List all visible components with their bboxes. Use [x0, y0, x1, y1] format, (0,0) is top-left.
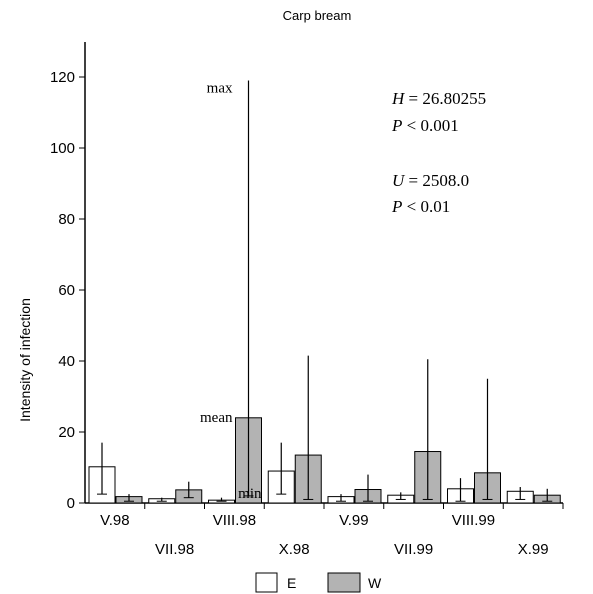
stat-p1: P < 0.001	[391, 116, 459, 135]
stats-block: H = 26.80255 P < 0.001 U = 2508.0 P < 0.…	[391, 89, 486, 216]
stat-h: H = 26.80255	[391, 89, 486, 108]
y-tick-label: 100	[50, 140, 75, 157]
chart-title: Carp bream	[283, 8, 352, 23]
x-tick-label: VII.98	[155, 541, 194, 558]
legend-swatch-e	[255, 572, 278, 593]
stat-p2-value: < 0.01	[402, 197, 450, 216]
x-tick-label: VII.99	[394, 541, 433, 558]
annotation-min: min	[238, 486, 262, 502]
stat-p2: P < 0.01	[391, 197, 450, 216]
legend-label-w: W	[368, 575, 382, 591]
annotation-max: max	[207, 81, 233, 97]
legend-swatch-w	[327, 572, 361, 593]
stat-p2-symbol: P	[391, 197, 402, 216]
stat-h-value: = 26.80255	[404, 89, 486, 108]
stat-h-symbol: H	[391, 89, 406, 108]
stat-u-symbol: U	[392, 171, 406, 190]
y-axis-label: Intensity of infection	[17, 298, 33, 422]
x-tick-label: V.99	[339, 512, 368, 529]
plot-area: 0 20 40 60 80 100 120 V.98 VII.98 VIII.98 X.98 V.99…	[50, 42, 564, 558]
x-tick-label: X.99	[518, 541, 549, 558]
y-tick-label: 40	[58, 353, 75, 370]
x-tick-label: X.98	[279, 541, 310, 558]
y-tick-label: 80	[58, 211, 75, 228]
stat-u: U = 2508.0	[392, 171, 469, 190]
legend: E W	[255, 572, 382, 593]
legend-label-e: E	[287, 575, 296, 591]
stat-p1-symbol: P	[391, 116, 402, 135]
stat-u-value: = 2508.0	[404, 171, 469, 190]
x-tick-label: VIII.99	[452, 512, 495, 529]
y-tick-label: 60	[58, 282, 75, 299]
x-tick-label: V.98	[100, 512, 129, 529]
stat-p1-value: < 0.001	[402, 116, 458, 135]
y-tick-label: 120	[50, 69, 75, 86]
y-tick-label: 0	[67, 495, 75, 512]
y-tick-label: 20	[58, 424, 75, 441]
x-tick-label: VIII.98	[213, 512, 256, 529]
annotation-mean: mean	[200, 410, 233, 426]
